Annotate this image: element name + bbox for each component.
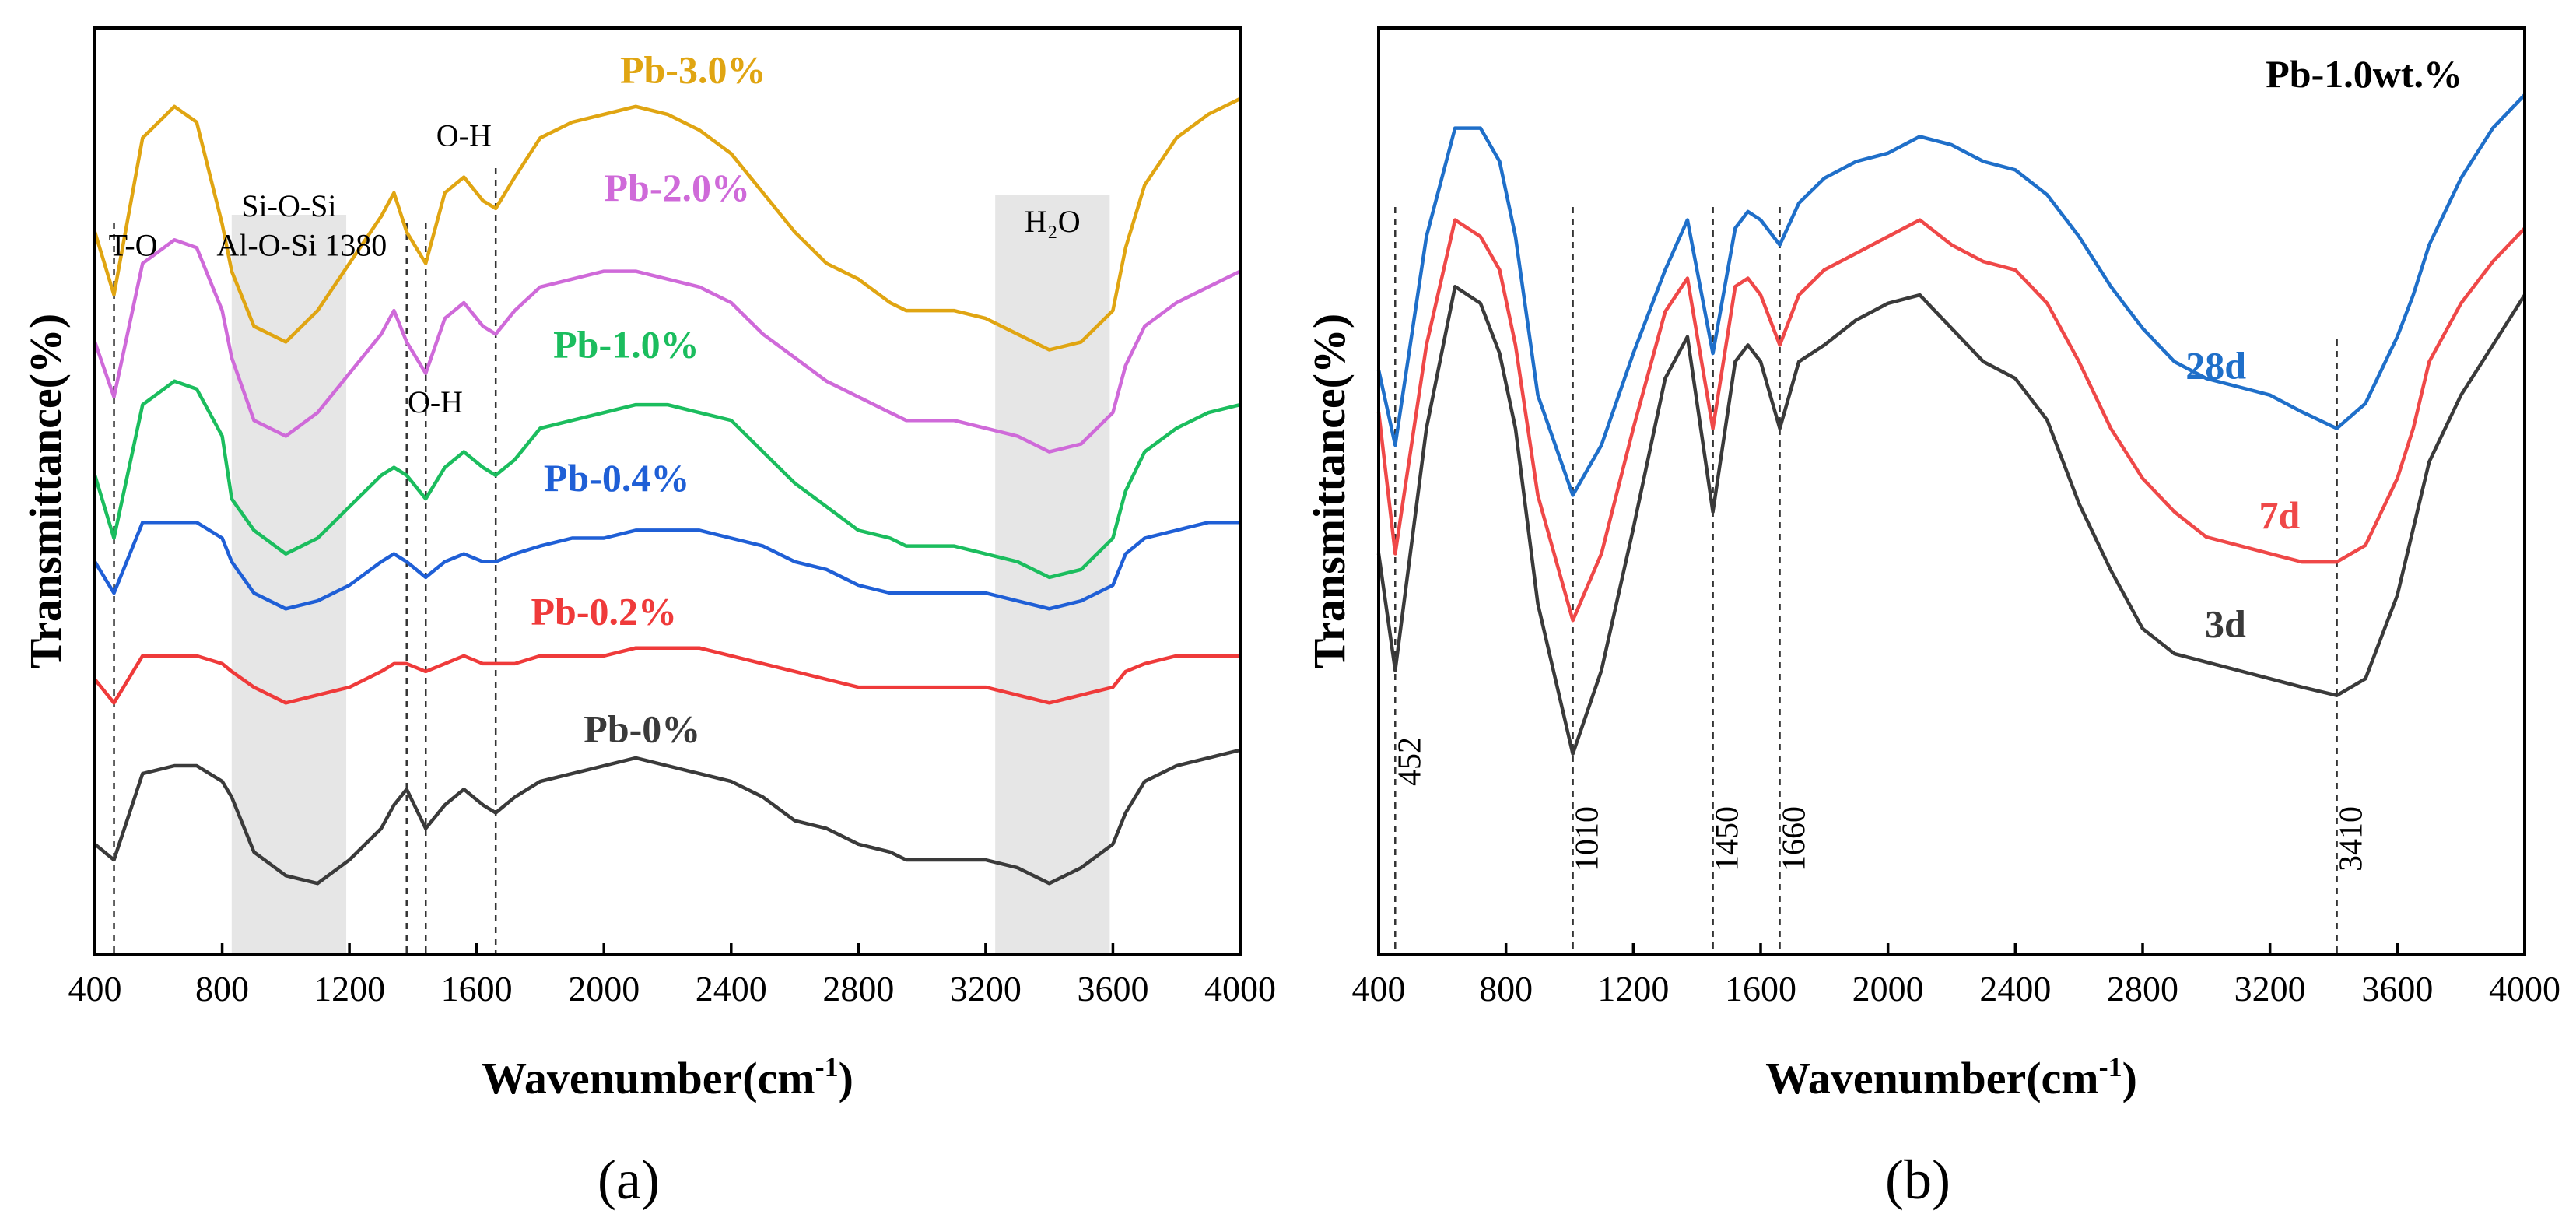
panel-b-x-axis-title: Wavenumber(cm-1) bbox=[1765, 1051, 2137, 1103]
x-tick-label: 2000 bbox=[568, 969, 640, 1009]
peak-label: 1010 bbox=[1570, 806, 1606, 872]
x-tick-label: 400 bbox=[68, 969, 122, 1009]
panel-a-reference-lines bbox=[113, 168, 497, 954]
x-tick-label: 3600 bbox=[2361, 969, 2433, 1009]
panel-b-frame bbox=[1377, 26, 2526, 956]
x-tick-label: 4000 bbox=[2489, 969, 2560, 1009]
panel-b-x-ticks: 400 800 1200 1600 2000 2400 2800 3200 3600 4000 bbox=[1352, 943, 2560, 1009]
series-line-3d bbox=[1376, 285, 2526, 756]
series-label: Pb-0% bbox=[584, 707, 700, 751]
peak-label: 1450 bbox=[1710, 806, 1746, 872]
x-tick-label: 3200 bbox=[950, 969, 1022, 1009]
annotation-label: H₂O bbox=[1025, 204, 1081, 239]
panel-b: 400 800 1200 1600 2000 2400 2800 3200 3600 4000 2… bbox=[1304, 26, 2560, 1211]
caption-b: (b) bbox=[1885, 1149, 1950, 1211]
panel-a-y-axis-title: Transmittance(%) bbox=[20, 314, 71, 668]
annotation-label: T-O bbox=[109, 227, 158, 262]
x-tick-label: 1200 bbox=[1597, 969, 1669, 1009]
x-tick-label: 2800 bbox=[2107, 969, 2178, 1009]
annotation-label: Al-O-Si 1380 bbox=[216, 227, 387, 262]
panel-a-x-ticks: 400 800 1200 1600 2000 2400 2800 3200 3600 4000 bbox=[68, 943, 1276, 1009]
series-line-pb-2-0- bbox=[93, 238, 1241, 454]
x-tick-label: 2000 bbox=[1852, 969, 1924, 1009]
panel-a-series-labels: Pb-3.0% Pb-2.0% Pb-1.0% Pb-0.4% Pb-0.2% Pb-0% bbox=[531, 48, 766, 751]
series-line-pb-3-0- bbox=[93, 96, 1241, 352]
peak-label: 3410 bbox=[2334, 806, 2370, 872]
annotation-label: Si-O-Si bbox=[241, 188, 336, 223]
panel-b-title: Pb-1.0wt.% bbox=[2266, 52, 2462, 96]
series-label: Pb-2.0% bbox=[605, 166, 751, 209]
series-label: Pb-1.0% bbox=[553, 323, 699, 367]
series-label: 3d bbox=[2205, 602, 2246, 646]
series-label: 28d bbox=[2185, 343, 2246, 387]
panel-a-x-axis-title: Wavenumber(cm-1) bbox=[482, 1051, 853, 1103]
caption-a: (a) bbox=[598, 1149, 660, 1211]
series-line-pb-1-0- bbox=[93, 379, 1241, 580]
x-tick-label: 1600 bbox=[1725, 969, 1796, 1009]
peak-label: 452 bbox=[1392, 737, 1428, 786]
x-tick-label: 3200 bbox=[2234, 969, 2306, 1009]
panel-b-curves bbox=[1376, 93, 2526, 756]
panel-a-curves bbox=[93, 96, 1241, 886]
x-tick-label: 1600 bbox=[441, 969, 513, 1009]
x-tick-label: 1200 bbox=[314, 969, 385, 1009]
series-label: 7d bbox=[2259, 493, 2301, 537]
series-line-pb-0-2- bbox=[93, 646, 1240, 705]
series-line-28d bbox=[1376, 93, 2526, 497]
panel-a: 400 800 1200 1600 2000 2400 2800 3200 3600 4000 P… bbox=[20, 26, 1276, 1211]
panel-b-peak-labels: 452 1010 1450 1660 3410 bbox=[1392, 737, 2369, 872]
panel-a-frame bbox=[93, 26, 1242, 956]
series-line-7d bbox=[1376, 218, 2526, 623]
series-line-pb-0- bbox=[93, 748, 1241, 886]
x-tick-label: 800 bbox=[1479, 969, 1533, 1009]
series-line-pb-0-4- bbox=[93, 521, 1240, 611]
x-tick-label: 400 bbox=[1352, 969, 1406, 1009]
panel-b-reference-lines bbox=[1394, 207, 2338, 954]
x-tick-label: 2400 bbox=[696, 969, 767, 1009]
x-tick-label: 2400 bbox=[1979, 969, 2051, 1009]
x-tick-label: 4000 bbox=[1204, 969, 1276, 1009]
series-label: Pb-0.2% bbox=[531, 589, 677, 633]
panel-b-y-axis-title: Transmittance(%) bbox=[1304, 314, 1355, 668]
x-tick-label: 2800 bbox=[822, 969, 894, 1009]
panel-b-series-labels: 28d 7d 3d bbox=[2185, 343, 2300, 645]
x-tick-label: 3600 bbox=[1077, 969, 1148, 1009]
annotation-label: O-H bbox=[408, 384, 463, 419]
x-tick-label: 800 bbox=[195, 969, 249, 1009]
series-label: Pb-0.4% bbox=[544, 456, 690, 500]
panel-a-annotations: T-O Si-O-Si Al-O-Si 1380 O-H O-H H₂O bbox=[109, 118, 1081, 419]
annotation-label: O-H bbox=[436, 118, 492, 153]
series-label: Pb-3.0% bbox=[620, 48, 766, 92]
peak-label: 1660 bbox=[1777, 806, 1813, 872]
shaded-band bbox=[995, 195, 1110, 954]
